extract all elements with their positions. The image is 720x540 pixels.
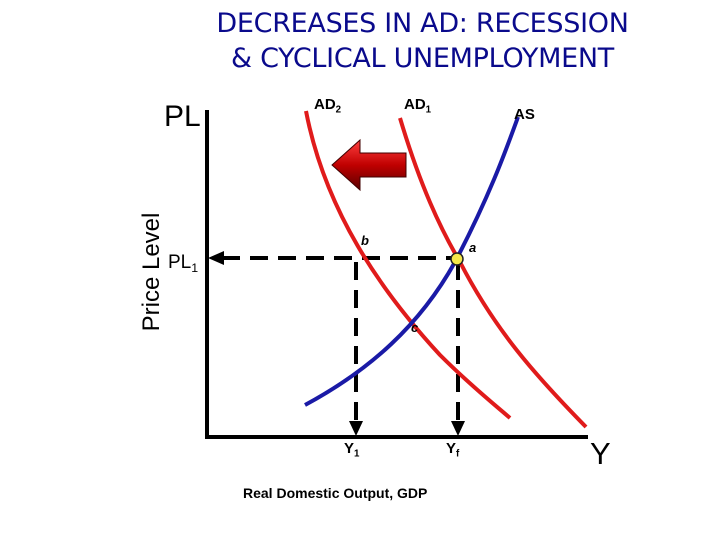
pl1-arrowhead <box>208 251 224 265</box>
slide-title-line-2: & CYCLICAL UNEMPLOYMENT <box>231 43 614 74</box>
axes <box>205 110 588 439</box>
ad1-label: AD1 <box>404 96 432 116</box>
point-b-label: b <box>361 233 369 248</box>
as-label: AS <box>514 106 535 123</box>
x-axis-long-label: Real Domestic Output, GDP <box>243 485 428 501</box>
point-c-label: c <box>411 320 419 335</box>
left-arrow-icon <box>331 138 407 192</box>
point-a-marker <box>450 252 464 266</box>
y-axis-short-label: PL <box>164 100 201 133</box>
point-a-label: a <box>469 240 477 255</box>
slide-title-line-1: DECREASES IN AD: RECESSION <box>216 8 629 39</box>
ad2-curve <box>304 110 512 420</box>
ad1-curve <box>398 117 588 429</box>
y-axis-long-label: Price Level <box>138 212 165 332</box>
pl1-label: PL1 <box>168 252 199 276</box>
yf-arrowhead <box>451 421 465 436</box>
yf-label: Yf <box>446 440 460 460</box>
x-axis-short-label: Y <box>590 436 611 471</box>
y1-arrowhead <box>349 421 363 436</box>
y1-label: Y1 <box>344 440 360 460</box>
ad2-label: AD2 <box>314 96 342 116</box>
